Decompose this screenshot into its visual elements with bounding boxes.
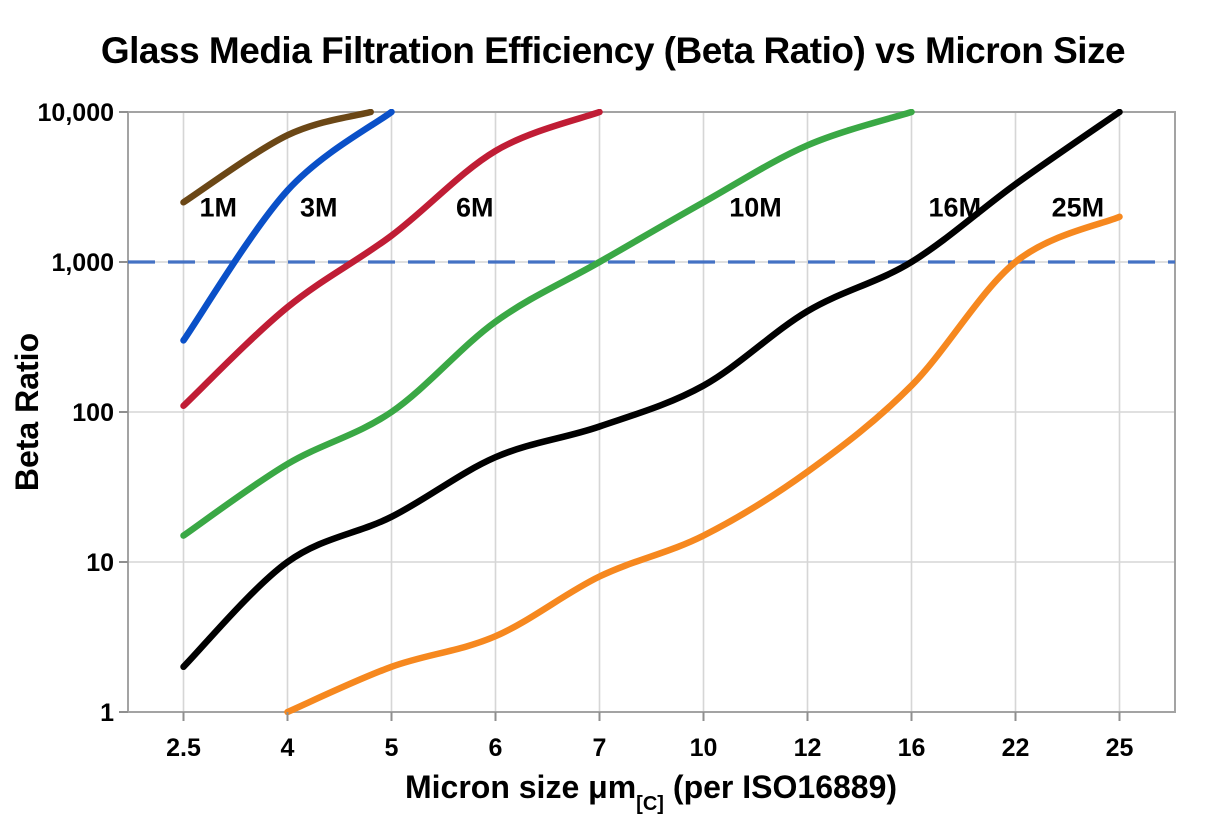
series-label-25M: 25M [1052, 193, 1105, 223]
x-tick-label: 2.5 [166, 734, 201, 762]
series-line-1M [180, 109, 374, 206]
x-tick-label: 4 [281, 734, 295, 762]
plot-area: 1M 3M 6M 10M 16M 25M 2.5 4 5 6 7 10 12 16 22 25 1 10 100 1,… [38, 99, 1176, 762]
x-axis-title: Micron size μm[C] (per ISO16889) [405, 769, 897, 815]
y-tick-label: 1 [100, 699, 114, 727]
x-tick-label: 7 [593, 734, 607, 762]
y-tick-label: 10,000 [38, 99, 114, 127]
series-line-25M [284, 213, 1123, 715]
x-axis-title-main: Micron size μm [405, 769, 636, 805]
series-line-10M [180, 109, 915, 539]
x-axis-title-subscript: [C] [636, 793, 664, 815]
series-line-16M [180, 109, 1123, 671]
chart-title: Glass Media Filtration Efficiency (Beta … [101, 30, 1125, 71]
x-tick-label: 22 [1002, 734, 1030, 762]
y-tick-label: 10 [86, 549, 114, 577]
series-label-1M: 1M [199, 193, 237, 223]
x-tick-label: 25 [1106, 734, 1134, 762]
x-tick-label: 5 [385, 734, 399, 762]
series-label-16M: 16M [929, 193, 982, 223]
y-axis-title: Beta Ratio [9, 333, 45, 491]
x-tick-label: 6 [489, 734, 503, 762]
x-tick-label: 12 [794, 734, 822, 762]
series-line-6M [180, 109, 603, 410]
y-tick-label: 1,000 [51, 249, 114, 277]
series-label-3M: 3M [300, 193, 338, 223]
x-tick-label: 16 [898, 734, 926, 762]
y-tick-label: 100 [72, 399, 114, 427]
series-line-3M [180, 109, 395, 344]
series-label-6M: 6M [456, 193, 494, 223]
x-tick-label: 10 [690, 734, 718, 762]
series-label-10M: 10M [729, 193, 782, 223]
x-axis-title-suffix: (per ISO16889) [673, 769, 897, 805]
